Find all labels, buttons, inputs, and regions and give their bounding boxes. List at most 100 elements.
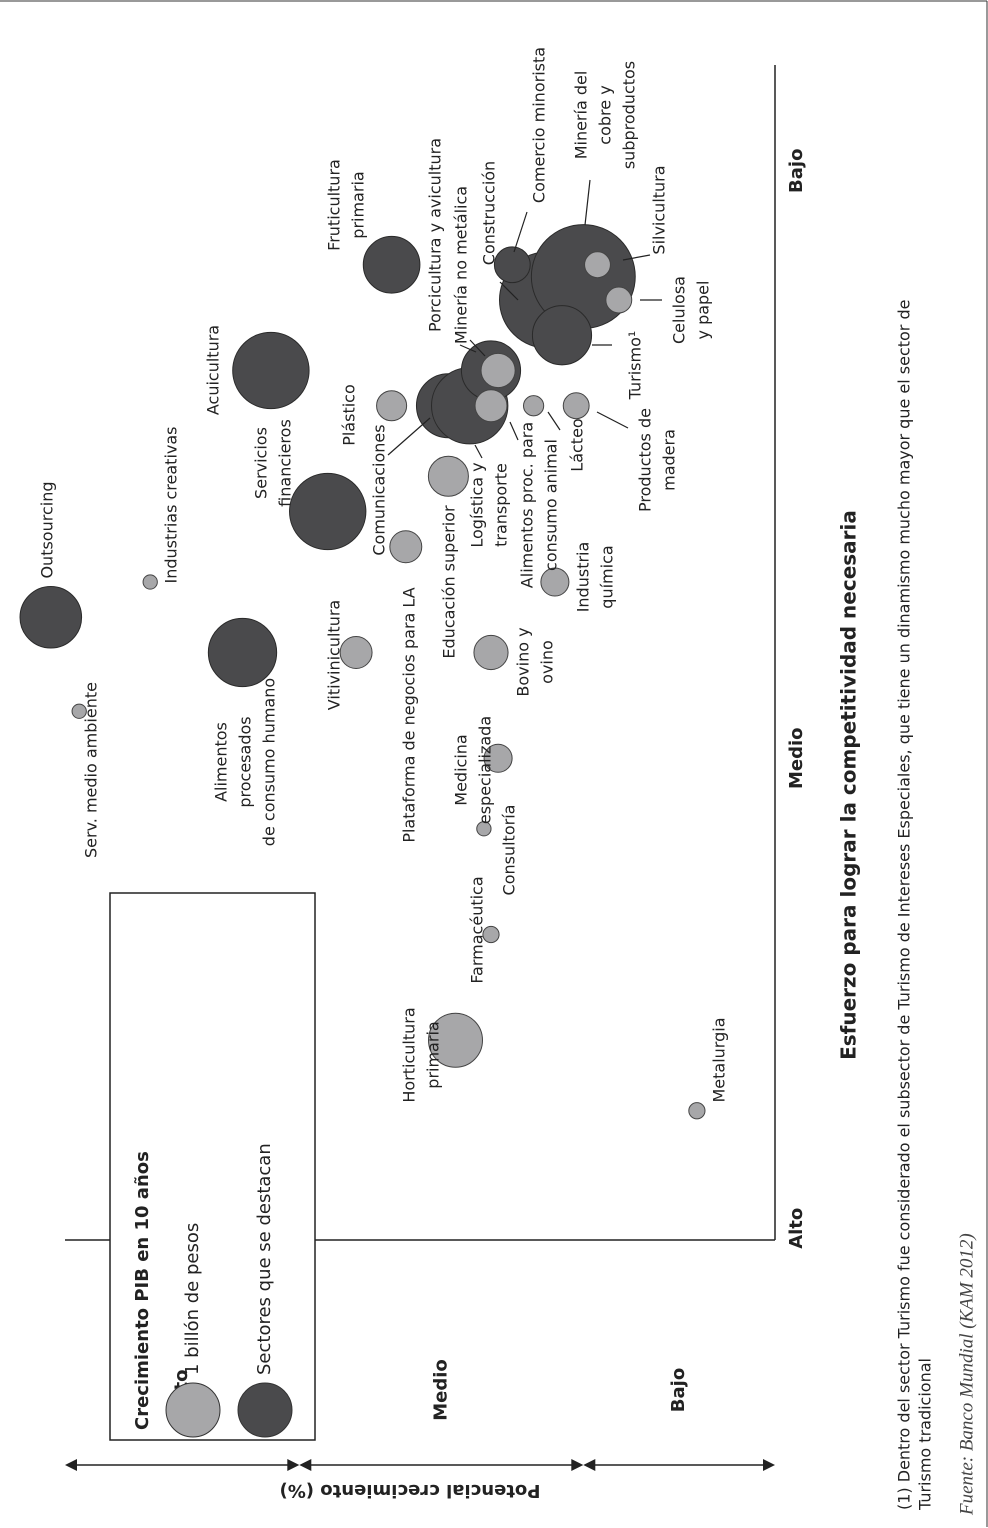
bubble-label: Fruticultura <box>325 159 344 251</box>
bubble-label: primaria <box>349 171 368 238</box>
bubble <box>142 574 158 590</box>
bubble-label: Alimentos <box>212 722 231 802</box>
legend-size-label: 1 billón de pesos <box>182 1223 203 1375</box>
y-axis-title: Potencial crecimiento (%) <box>280 1480 541 1501</box>
bubble-label: financieros <box>276 419 295 507</box>
bubble-label: de consumo humano <box>260 678 279 846</box>
bubble <box>71 703 87 719</box>
bubble <box>428 1012 483 1068</box>
legend-title: Crecimiento PIB en 10 años <box>132 1151 153 1430</box>
x-tick-label: Bajo <box>786 149 807 193</box>
rotated-chart: Crecimiento PIB en 10 años 1 billón de p… <box>19 47 977 1516</box>
bubble <box>531 305 593 366</box>
leader-line <box>469 339 486 357</box>
bubble-label: Alimentos proc. para <box>518 422 537 588</box>
bubble <box>232 331 310 410</box>
bubble-label: Industrias creativas <box>162 426 181 583</box>
bubble <box>427 455 469 497</box>
bubble <box>376 390 408 422</box>
arrow-head <box>583 1459 596 1471</box>
leader-line <box>509 421 519 441</box>
bubble-label: primaria <box>424 1021 443 1088</box>
bubble-label: Consultoría <box>500 805 519 896</box>
bubble-label: subproductos <box>620 61 639 169</box>
bubble-label: y papel <box>694 281 713 340</box>
bubble-label: Medicina <box>452 734 471 805</box>
legend-size-circle <box>165 1382 221 1438</box>
bubble <box>289 472 367 551</box>
legend-label: Sectores que se destacan <box>254 1143 275 1375</box>
bubble <box>339 636 373 669</box>
bubble-label: Lácteo <box>568 418 587 471</box>
bubble-label: Comercio minorista <box>530 47 549 203</box>
bubble-label: Outsourcing <box>38 481 57 578</box>
y-band-label: Bajo <box>668 1368 689 1412</box>
bubble-label: Comunicaciones <box>370 424 389 555</box>
arrow-head <box>763 1459 775 1471</box>
bubble-label: Logística y <box>468 462 487 547</box>
bubble-label: Celulosa <box>670 276 689 344</box>
arrow-head <box>299 1459 312 1471</box>
y-band-label: Medio <box>430 1359 451 1421</box>
legend-circle <box>237 1382 293 1438</box>
bubble <box>19 585 83 649</box>
leader-line <box>622 254 651 261</box>
source: Fuente: Banco Mundial (KAM 2012) <box>956 1233 977 1516</box>
bubble-label: Minería del <box>572 71 591 160</box>
leader-line <box>596 411 629 429</box>
bubble-label: cobre y <box>596 85 615 144</box>
bubble-label: madera <box>660 429 679 491</box>
leader-line <box>499 281 519 301</box>
arrow-head <box>571 1459 584 1471</box>
leader-line <box>547 411 561 431</box>
bubble-label: química <box>598 545 617 608</box>
bubble <box>540 567 570 597</box>
footnote: (1) Dentro del sector Turismo fue consid… <box>895 300 914 1510</box>
bubble-label: procesados <box>236 716 255 807</box>
bubble <box>474 389 508 423</box>
legend-box <box>109 892 316 1441</box>
bubble-label: Construcción <box>480 161 499 265</box>
bubble-label: transporte <box>492 463 511 547</box>
x-axis-title: Esfuerzo para lograr la competitividad n… <box>837 510 861 1060</box>
x-tick-label: Alto <box>786 1208 807 1249</box>
bubble <box>688 1102 706 1120</box>
bubble-label: ovino <box>538 640 557 684</box>
leader-line <box>387 417 431 456</box>
bubble-label: Serv. medio ambiente <box>82 682 101 858</box>
x-tick-label: Medio <box>786 727 807 789</box>
leader-line <box>474 444 483 459</box>
bubble-label: consumo animal <box>542 439 561 571</box>
bubble <box>482 925 500 944</box>
bubble-label: Bovino y <box>514 627 533 696</box>
bubble <box>493 246 531 284</box>
bubble <box>483 743 513 773</box>
bubble <box>605 286 633 314</box>
bubble <box>522 395 545 417</box>
arrow-head <box>65 1459 77 1471</box>
bubble-label: Educación superior <box>440 505 459 659</box>
leader-line <box>513 211 528 253</box>
bubble-label: Vitivinicultura <box>325 600 344 710</box>
bubble <box>584 251 611 279</box>
bubble-label: Turismo¹ <box>626 331 645 401</box>
bubble-label: Plástico <box>340 384 359 446</box>
bubble <box>389 530 423 564</box>
bubble-label: Horticultura <box>400 1007 419 1102</box>
bubble <box>362 235 421 294</box>
bubble <box>480 352 516 389</box>
bubble-label: Silvicultura <box>650 165 669 254</box>
bubble-label: especializada <box>476 716 495 824</box>
bubble-label: Plataforma de negocios para LA <box>400 587 419 842</box>
arrow-head <box>287 1459 300 1471</box>
footnote: Turismo tradicional <box>916 1358 935 1511</box>
bubble-label: Industria <box>574 542 593 613</box>
bubble-label: Minería no metálica <box>452 186 471 344</box>
bubble <box>207 617 278 688</box>
bubble <box>562 392 590 420</box>
bubble-label: Acuicultura <box>204 325 223 415</box>
bubble-label: Metalurgia <box>710 1017 729 1102</box>
bubble-label: Porcicultura y avicultura <box>426 138 445 332</box>
